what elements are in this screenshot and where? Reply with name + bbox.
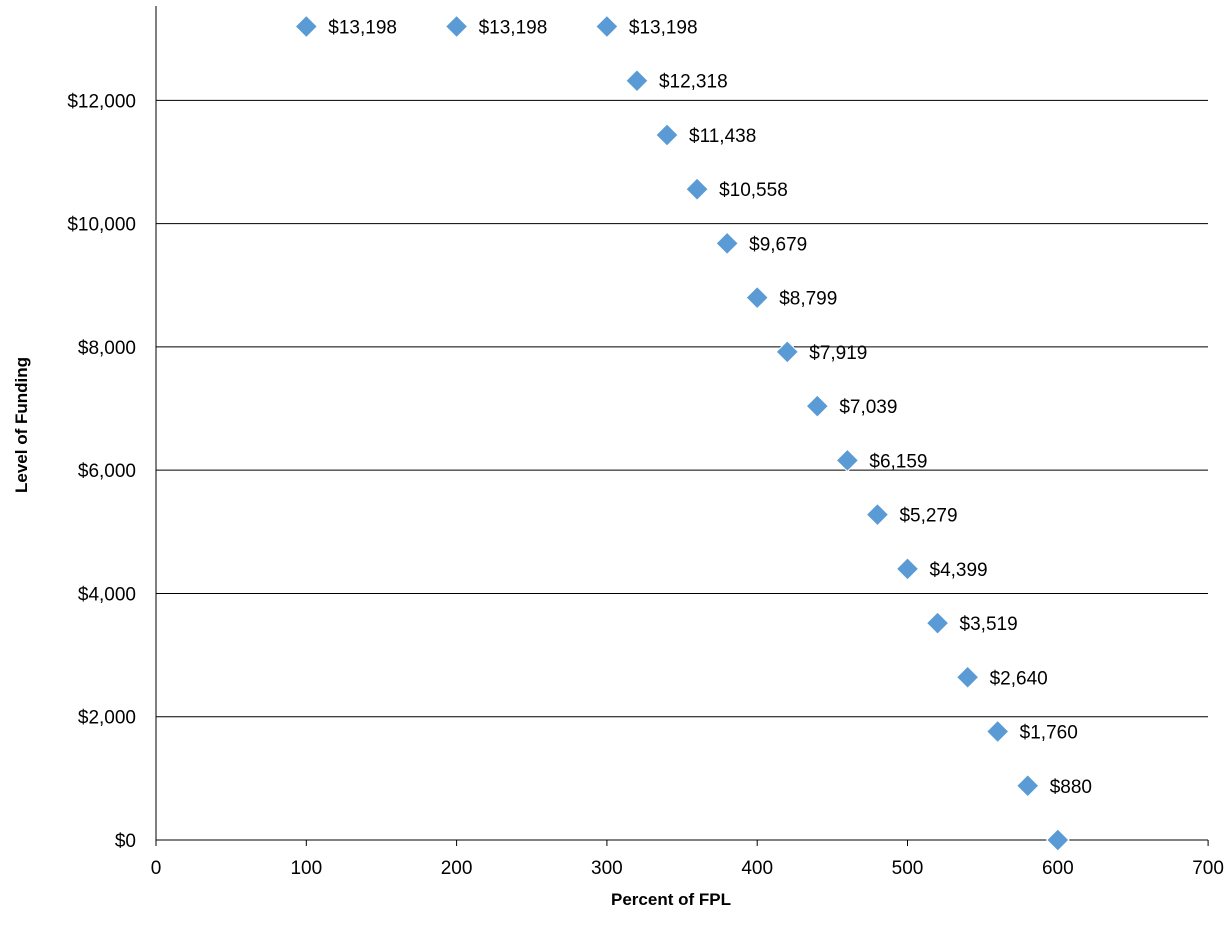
data-label: $2,640 [990,668,1048,689]
tick-labels: $0 $2,000 $4,000 $6,000 $8,000 $10,000 $12,000… [67,91,1224,879]
data-point [985,719,1010,744]
x-tick-label: 500 [892,858,924,879]
data-label: $13,198 [479,17,548,38]
data-label: $12,318 [659,72,728,93]
y-tick-label: $10,000 [67,215,136,236]
data-point [685,177,709,201]
x-tick-label: 600 [1042,858,1074,879]
data-point [444,14,469,39]
x-tick-label: 300 [591,858,623,879]
data-point [1046,828,1070,852]
data-label: $6,159 [869,451,927,472]
data-point [835,448,860,473]
data-point [715,231,739,256]
data-points [294,14,1070,852]
data-label: $9,679 [749,234,807,255]
x-tick-label: 700 [1192,858,1224,879]
y-tick-label: $2,000 [78,708,136,729]
data-label: $11,438 [689,126,756,147]
x-tick-label: 0 [151,858,162,879]
data-point [294,14,319,39]
data-label: $13,198 [328,17,397,38]
data-label: $7,919 [809,343,867,364]
data-label: $10,558 [719,180,788,201]
x-tick-label: 200 [441,858,473,879]
data-point [805,394,830,418]
data-label: $880 [1050,777,1092,798]
data-label: $1,760 [1020,723,1078,744]
data-label: $7,039 [839,397,897,418]
axes [155,6,1209,846]
data-point [745,285,769,310]
y-axis-title: Level of Funding [12,357,31,493]
y-tick-label: $0 [115,831,136,852]
data-point [595,14,619,39]
data-label: $8,799 [779,289,837,310]
data-point [955,665,980,689]
y-tick-label: $4,000 [78,584,136,605]
data-point [865,502,890,527]
data-label: $4,399 [930,560,988,581]
data-labels: $13,198 $13,198 $13,198 $12,318 $11,438 $10,5… [328,17,1092,797]
data-point [925,611,950,635]
x-axis-title: Percent of FPL [611,890,731,909]
data-point [775,340,799,364]
y-tick-label: $8,000 [78,338,136,359]
data-point [1016,774,1040,798]
x-tick-label: 400 [741,858,773,879]
y-tick-label: $12,000 [67,91,136,112]
data-point [655,123,679,147]
y-tick-label: $6,000 [78,461,136,482]
gridlines [156,99,1208,718]
data-label: $5,279 [899,506,957,527]
data-point [895,557,920,581]
x-tick-label: 100 [290,858,322,879]
data-label: $3,519 [960,614,1018,635]
data-label: $13,198 [629,17,698,38]
data-point [625,69,649,93]
